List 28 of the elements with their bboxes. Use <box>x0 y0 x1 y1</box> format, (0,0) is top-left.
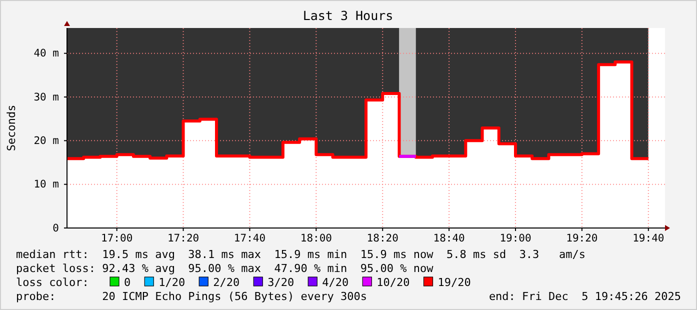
text: probe: 20 ICMP Echo Pings (56 Bytes) every 300s <box>16 290 367 303</box>
x-tick-label: 17:00 <box>101 232 133 244</box>
legend-label: 2/20 <box>213 276 240 289</box>
legend-label: 19/20 <box>438 276 471 289</box>
x-tick-label: 18:00 <box>300 232 332 244</box>
x-tick-label: 18:40 <box>433 232 465 244</box>
legend-label: 3/20 <box>268 276 294 289</box>
x-tick-label: 17:20 <box>167 232 200 244</box>
y-tick-label: 10 m <box>34 178 59 191</box>
x-tick-label: 17:40 <box>234 232 266 244</box>
legend-label: 4/20 <box>322 276 349 289</box>
legend-label: 1/20 <box>158 276 186 289</box>
legend-label: 0 <box>124 276 131 289</box>
text: end: Fri Dec 5 19:45:26 2025 <box>488 290 681 303</box>
y-tick-label: 40 m <box>34 48 59 60</box>
x-tick-label: 19:20 <box>566 232 598 244</box>
legend-label: 10/20 <box>376 276 410 289</box>
x-tick-label: 19:40 <box>632 232 664 244</box>
x-tick-label: 19:00 <box>500 232 532 244</box>
y-tick-label: 0 <box>52 222 59 234</box>
legend-title: loss color: <box>16 276 89 289</box>
chart-title: Last 3 Hours <box>302 8 394 23</box>
y-tick-label: 30 m <box>34 91 59 104</box>
y-axis-title: Seconds <box>5 104 18 152</box>
text: median rtt: 19.5 ms avg 38.1 ms max 15.9 ms min 15.9 ms now 5.8 ms sd 3.3 am/s <box>16 248 586 261</box>
y-tick-label: 20 m <box>34 135 59 148</box>
x-tick-label: 18:20 <box>366 232 398 244</box>
text: packet loss: 92.43 % avg 95.00 % max 47.90 % min 95.00 % now <box>16 262 434 275</box>
